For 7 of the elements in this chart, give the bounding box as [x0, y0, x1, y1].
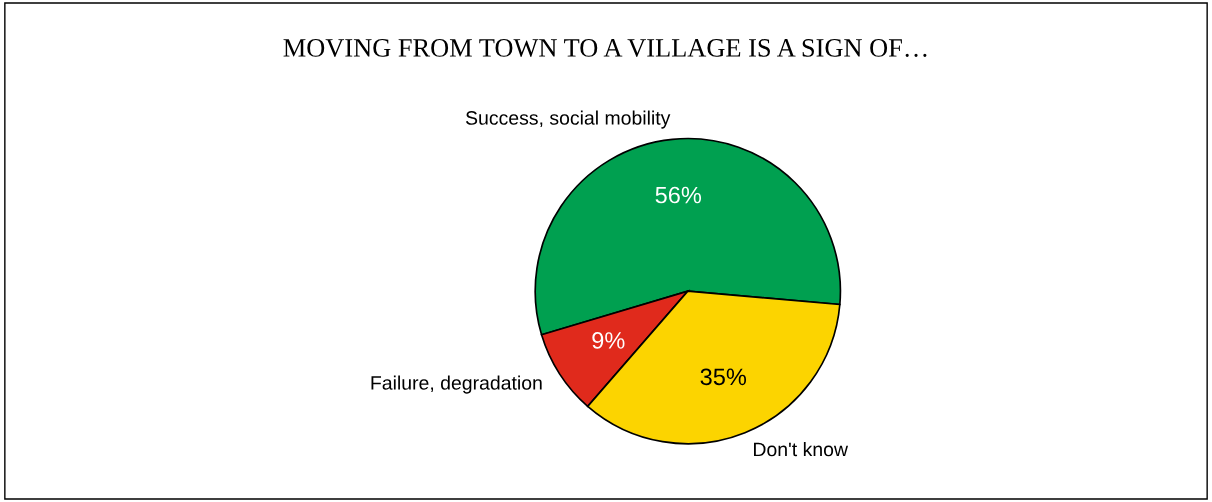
slice-label: Failure, degradation	[371, 375, 542, 394]
data-label: 9%	[592, 332, 625, 349]
data-label: 35%	[700, 368, 747, 386]
slice-label: Success, social mobility	[465, 110, 671, 129]
data-label: 56%	[655, 186, 702, 204]
chart-title: MOVING FROM TOWN TO A VILLAGE IS A SIGN OF…	[283, 39, 927, 57]
slice-label: Don't know	[754, 441, 849, 457]
